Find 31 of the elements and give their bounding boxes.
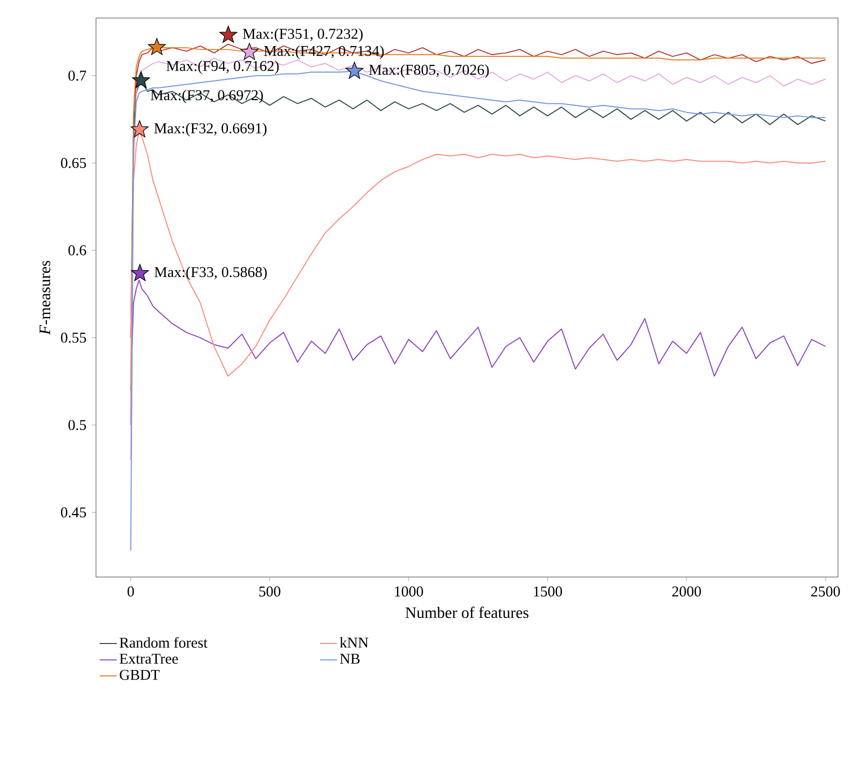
annotation: Max:(F351, 0.7232) [242, 28, 363, 42]
y-axis-title: F-measures [40, 260, 50, 335]
x-tick-label: 1000 [395, 586, 424, 597]
y-tick-label: 0.55 [60, 332, 86, 343]
annotation: Max:(F805, 0.7026) [369, 64, 489, 78]
y-tick-label: 0.6 [68, 245, 86, 256]
point [132, 71, 150, 88]
point [240, 42, 258, 60]
point [131, 264, 149, 282]
annotation: Max:(F94, 0.7162) [166, 60, 279, 74]
legend-label: kNN [340, 637, 368, 648]
annotation: Max:(F33, 0.5868) [154, 266, 267, 280]
point [130, 120, 149, 138]
legend-label: GBDT [120, 670, 160, 680]
y-tick-label: 0.65 [60, 158, 86, 168]
point [346, 62, 364, 79]
x-tick-label: 2000 [672, 586, 701, 597]
x-tick-label: 0 [128, 586, 134, 597]
x-tick-label: 1500 [534, 586, 562, 597]
legend-label: NB [340, 654, 360, 664]
y-tick-label: 0.45 [60, 507, 86, 518]
legend-label: ExtraTree [120, 654, 178, 664]
x-axis-title: Number of features [405, 606, 528, 618]
legend-label: Random forest [120, 637, 208, 648]
y-tick-label: 0.7 [68, 70, 86, 81]
point [219, 26, 238, 43]
point [148, 38, 166, 55]
x-tick-label: 2500 [811, 586, 840, 597]
annotation: Max:(F32, 0.6691) [154, 122, 266, 136]
x-tick-label: 500 [259, 586, 280, 597]
y-tick-label: 0.5 [68, 420, 86, 430]
